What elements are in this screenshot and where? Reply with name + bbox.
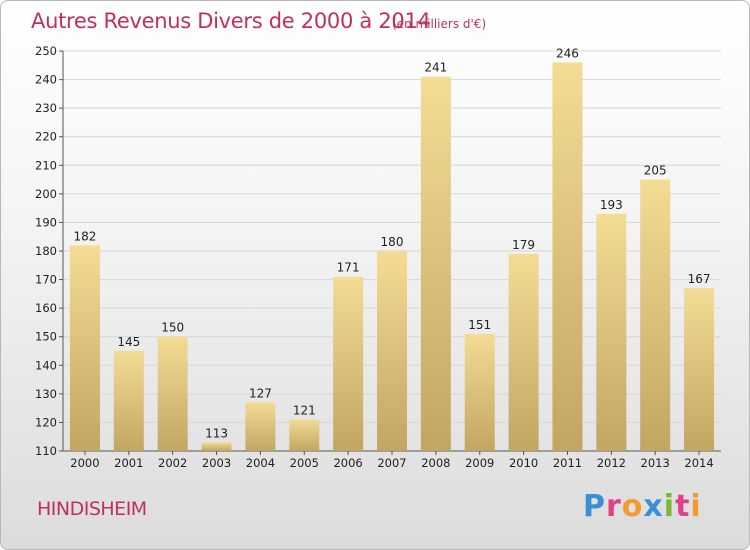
data-label: 180 <box>381 235 404 249</box>
logo-letter: o <box>621 489 644 524</box>
y-tick-label: 160 <box>35 301 57 315</box>
y-tick-label: 240 <box>35 73 57 87</box>
y-tick-label: 110 <box>35 444 57 458</box>
bar <box>69 245 100 451</box>
y-tick-label: 210 <box>35 158 57 172</box>
data-label: 246 <box>556 46 579 60</box>
y-tick-label: 220 <box>35 130 57 144</box>
x-tick-label: 2014 <box>684 456 713 470</box>
data-label: 179 <box>512 238 535 252</box>
y-tick-label: 180 <box>35 244 57 258</box>
y-tick-label: 120 <box>35 415 57 429</box>
y-tick-label: 150 <box>35 330 57 344</box>
y-tick-label: 190 <box>35 215 57 229</box>
data-label: 145 <box>117 335 140 349</box>
x-tick-label: 2013 <box>641 456 670 470</box>
bar <box>508 253 539 451</box>
bar <box>289 419 320 451</box>
y-tick-label: 250 <box>35 44 57 58</box>
bar <box>464 333 495 451</box>
proxiti-logo[interactable]: Proxiti <box>583 489 702 524</box>
y-tick-label: 140 <box>35 358 57 372</box>
y-tick-label: 130 <box>35 387 57 401</box>
x-tick-label: 2004 <box>246 456 275 470</box>
x-tick-label: 2000 <box>70 456 99 470</box>
x-tick-label: 2008 <box>421 456 450 470</box>
data-label: 151 <box>468 318 491 332</box>
bar <box>245 402 276 451</box>
bar <box>420 76 451 451</box>
logo-letter: P <box>583 489 606 524</box>
x-tick-label: 2003 <box>202 456 231 470</box>
commune-name: HINDISHEIM <box>37 498 147 520</box>
bar <box>684 288 715 451</box>
logo-letter: i <box>690 489 702 524</box>
x-tick-label: 2009 <box>465 456 494 470</box>
data-label: 150 <box>161 321 184 335</box>
data-label: 241 <box>424 61 447 75</box>
x-tick-label: 2001 <box>114 456 143 470</box>
x-tick-label: 2011 <box>553 456 582 470</box>
y-tick-label: 230 <box>35 101 57 115</box>
x-tick-label: 2012 <box>597 456 626 470</box>
logo-letter: r <box>606 489 622 524</box>
bar <box>552 62 583 452</box>
data-label: 205 <box>644 164 667 178</box>
data-label: 193 <box>600 198 623 212</box>
x-tick-label: 2010 <box>509 456 538 470</box>
data-label: 113 <box>205 426 228 440</box>
data-label: 171 <box>337 261 360 275</box>
data-label: 182 <box>73 229 96 243</box>
chart-title: Autres Revenus Divers de 2000 à 2014 <box>31 9 431 33</box>
x-tick-label: 2005 <box>290 456 319 470</box>
y-tick-label: 200 <box>35 187 57 201</box>
bar <box>157 336 188 451</box>
data-label: 127 <box>249 386 272 400</box>
bar <box>333 276 364 451</box>
bar <box>596 213 627 451</box>
bar <box>377 251 407 451</box>
chart-subtitle: (en milliers d'€) <box>392 17 487 31</box>
logo-letter: x <box>643 489 664 524</box>
logo-letter: i <box>663 489 676 524</box>
logo-letter: t <box>675 489 691 524</box>
x-tick-label: 2006 <box>333 456 362 470</box>
x-tick-label: 2002 <box>158 456 187 470</box>
data-label: 167 <box>688 272 711 286</box>
data-label: 121 <box>293 404 316 418</box>
y-tick-label: 170 <box>35 273 57 287</box>
bar <box>640 179 671 452</box>
x-tick-label: 2007 <box>377 456 406 470</box>
bar <box>113 351 144 451</box>
bar <box>201 442 232 451</box>
